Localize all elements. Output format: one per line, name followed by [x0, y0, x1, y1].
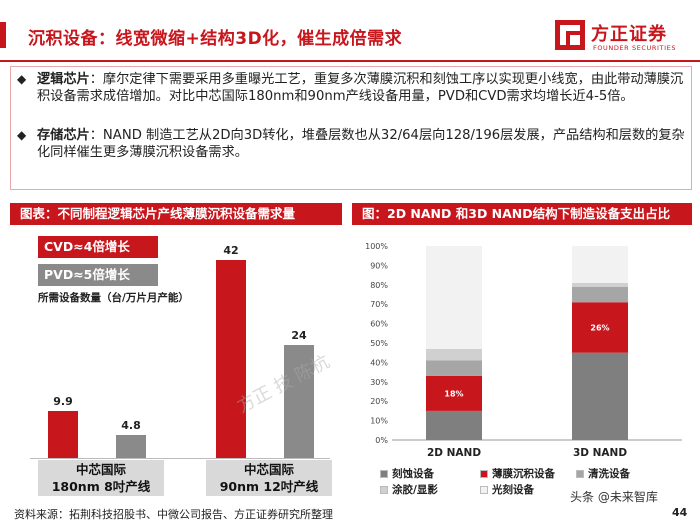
value-label-pvd-90nm: 24 [291, 328, 307, 342]
category-label-90nm: 中芯国际 90nm 12吋产线 [206, 460, 332, 496]
y-tick-label: 60% [370, 320, 388, 329]
left-chart-title: 图表：不同制程逻辑芯片产线薄膜沉积设备需求量 [10, 203, 342, 225]
legend-swatch [380, 469, 388, 478]
legend-swatch [380, 485, 388, 494]
x-category-label: 2D NAND [427, 447, 481, 459]
segment-label: 18% [444, 389, 463, 398]
y-tick-label: 100% [365, 242, 388, 251]
y-tick-label: 70% [370, 300, 388, 309]
stacked-segment [426, 375, 482, 411]
legend-swatch [480, 469, 488, 478]
legend-label: 光刻设备 [492, 484, 534, 496]
bullet-keyword: 存储芯片 [37, 128, 90, 143]
logo-text-cn: 方正证券 [591, 24, 667, 45]
y-tick-label: 90% [370, 261, 388, 270]
stacked-segment [426, 410, 482, 440]
cvd-growth-tag: CVD≈4倍增长 [38, 236, 158, 258]
page-title: 沉积设备：线宽微缩+结构3D化，催生成倍需求 [28, 29, 403, 49]
chart-baseline [30, 458, 330, 459]
page-number: 44 [672, 506, 688, 519]
bullet-keyword: 逻辑芯片 [37, 72, 90, 87]
value-label-pvd-180nm: 4.8 [121, 419, 141, 433]
y-tick-label: 0% [375, 436, 388, 445]
corner-watermark: 头条 @未来智库 [570, 490, 658, 504]
legend-label: 刻蚀设备 [392, 468, 434, 480]
stacked-segment [426, 360, 482, 376]
bar-pvd-90nm [284, 344, 314, 458]
y-tick-label: 40% [370, 358, 388, 367]
bullet-body: ：摩尔定律下需要采用多重曝光工艺，重复多次薄膜沉积和刻蚀工序以实现更小线宽，由此… [37, 72, 684, 104]
bar-cvd-90nm [216, 260, 246, 458]
right-chart-title: 图：2D NAND 和3D NAND结构下制造设备支出占比 [352, 203, 692, 225]
bullet-text: 存储芯片：NAND 制造工艺从2D向3D转化，堆叠层数也从32/64层向128/… [37, 127, 689, 161]
pvd-growth-tag: PVD≈5倍增长 [38, 264, 158, 286]
legend-swatch [576, 469, 584, 478]
stacked-segment [572, 302, 628, 353]
header-divider [0, 60, 700, 62]
y-tick-label: 10% [370, 417, 388, 426]
stacked-segment [426, 348, 482, 361]
legend-item: 涂胶/显影 [380, 482, 438, 497]
legend-item: 刻蚀设备 [380, 466, 434, 481]
legend-item: 薄膜沉积设备 [480, 466, 555, 481]
y-tick-label: 30% [370, 378, 388, 387]
stacked-segment [572, 282, 628, 287]
x-category-label: 3D NAND [573, 447, 627, 459]
value-label-cvd-180nm: 9.9 [53, 395, 73, 409]
founder-logo-icon [555, 20, 585, 50]
legend-swatch [480, 485, 488, 494]
category-label-line: 180nm 8吋产线 [51, 479, 151, 494]
stacked-segment [572, 286, 628, 303]
category-label-180nm: 中芯国际 180nm 8吋产线 [38, 460, 164, 496]
segment-label: 26% [590, 323, 609, 332]
diamond-bullet-icon: ◆ [17, 72, 27, 86]
legend-label: 清洗设备 [588, 468, 630, 480]
legend-label: 涂胶/显影 [392, 484, 438, 496]
source-note: 资料来源：拓荆科技招股书、中微公司报告、方正证券研究所整理 [14, 508, 333, 521]
summary-box: ◆ 逻辑芯片：摩尔定律下需要采用多重曝光工艺，重复多次薄膜沉积和刻蚀工序以实现更… [10, 66, 692, 190]
category-label-line: 90nm 12吋产线 [219, 479, 319, 494]
category-label-line: 中芯国际 [75, 462, 126, 477]
stacked-segment [572, 352, 628, 440]
legend-label: 薄膜沉积设备 [492, 468, 555, 480]
bullet-text: 逻辑芯片：摩尔定律下需要采用多重曝光工艺，重复多次薄膜沉积和刻蚀工序以实现更小线… [37, 71, 689, 105]
equipment-demand-chart: CVD≈4倍增长 PVD≈5倍增长 所需设备数量（台/万片月产能） 9.9 4.… [10, 228, 342, 498]
company-logo: 方正证券 FOUNDER SECURITIES [555, 14, 690, 60]
stacked-bar-svg: 0% 10% 20% 30% 40% 50% 60% 70% 80% 90% 100% 18% 2D N… [365, 242, 682, 459]
nand-spend-chart: 0% 10% 20% 30% 40% 50% 60% 70% 80% 90% 100% 18% 2D N… [352, 228, 692, 498]
legend-item: 光刻设备 [480, 482, 534, 497]
header-accent-bar [0, 22, 6, 48]
bullet-body: ：NAND 制造工艺从2D向3D转化，堆叠层数也从32/64层向128/196层… [37, 128, 685, 160]
y-tick-label: 20% [370, 397, 388, 406]
bar-pvd-180nm [116, 435, 146, 458]
unit-label: 所需设备数量（台/万片月产能） [38, 292, 189, 304]
y-tick-label: 80% [370, 281, 388, 290]
category-label-line: 中芯国际 [243, 462, 294, 477]
logo-text-en: FOUNDER SECURITIES [593, 44, 677, 52]
bar-cvd-180nm [48, 411, 78, 458]
stacked-segment [426, 246, 482, 349]
value-label-cvd-90nm: 42 [223, 244, 239, 258]
stacked-segment [572, 246, 628, 283]
legend-item: 清洗设备 [576, 466, 630, 481]
diamond-bullet-icon: ◆ [17, 128, 27, 142]
y-tick-label: 50% [370, 339, 388, 348]
